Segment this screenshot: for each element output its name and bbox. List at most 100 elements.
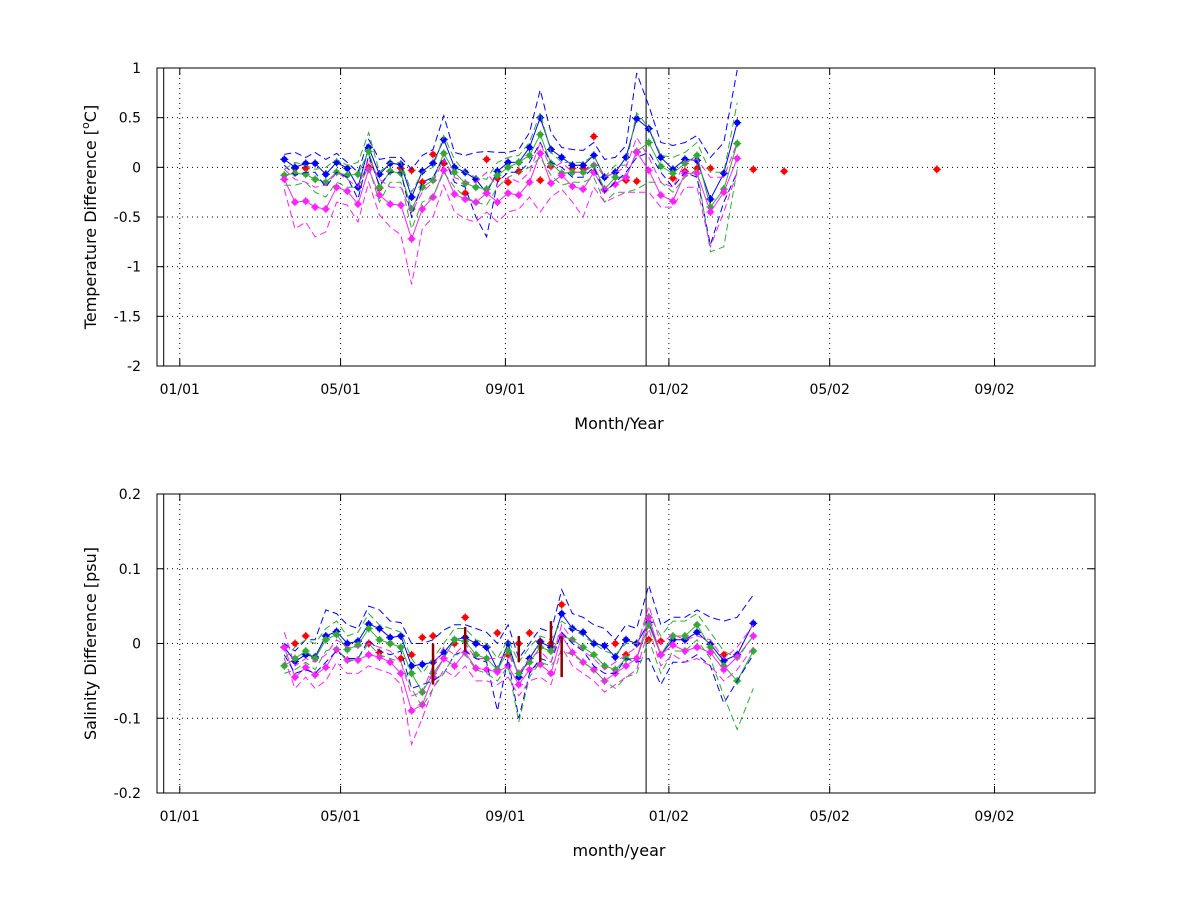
- sal-magenta-mean-point-cross: [632, 654, 641, 663]
- temp-magenta-upper-line: [283, 136, 738, 214]
- sal-blue-mean-point-cross: [693, 628, 702, 637]
- temp-green-mean-point-cross: [656, 162, 665, 171]
- sal-red-markers-point-cross: [525, 629, 534, 638]
- sal-y-tick-label: -0.1: [114, 711, 141, 727]
- temp-magenta-mean-point-cross: [471, 198, 480, 207]
- temp-magenta-mean-point-cross: [386, 200, 395, 209]
- temp-green-mean-point-cross: [386, 167, 395, 176]
- sal-blue-mean-point-cross: [600, 641, 609, 650]
- temp-y-tick-label: -1.5: [114, 309, 141, 325]
- temp-green-mean-point-cross: [471, 183, 480, 192]
- sal-magenta-mean-point-cross: [656, 650, 665, 659]
- sal-magenta-mean-point-cross: [311, 670, 320, 679]
- sal-red-markers-point-cross: [301, 632, 310, 641]
- temp-x-tick-label: 09/02: [974, 382, 1014, 398]
- sal-red-markers-point-cross: [418, 633, 427, 642]
- temp-green-mean-point-cross: [461, 179, 470, 188]
- temp-magenta-mean-point-cross: [622, 173, 630, 182]
- temp-magenta-mean-point-cross: [668, 197, 677, 206]
- temp-magenta-mean-point-cross: [301, 197, 310, 206]
- sal-magenta-mean-point-cross: [364, 650, 373, 659]
- temp-magenta-mean-point-cross: [418, 205, 427, 214]
- temp-red-markers-point-cross: [632, 177, 641, 186]
- temp-magenta-mean-point-cross: [579, 185, 588, 194]
- temp-magenta-mean-point-cross: [343, 187, 352, 196]
- sal-blue-mean-point-cross: [622, 635, 630, 644]
- temp-x-tick-label: 09/01: [485, 382, 525, 398]
- temp-magenta-mean-point-cross: [568, 182, 577, 191]
- temp-red-markers-point-cross: [749, 165, 758, 174]
- temp-magenta-mean-point-cross: [656, 191, 665, 200]
- temp-green-mean-point-cross: [644, 138, 653, 147]
- sal-red-markers-point-cross: [611, 639, 620, 648]
- sal-magenta-mean-point-cross: [493, 667, 502, 676]
- sal-magenta-mean-point-cross: [589, 665, 598, 674]
- sal-magenta-mean-point-cross: [568, 648, 577, 657]
- temp-blue-mean-point-cross: [656, 153, 665, 162]
- sal-red-markers-point-cross: [493, 629, 502, 638]
- temp-blue-mean-line: [284, 116, 738, 201]
- sal-magenta-mean-point-cross: [668, 640, 677, 649]
- temp-green-mean-point-cross: [611, 173, 620, 182]
- sal-red-markers-point-cross: [557, 600, 566, 609]
- sal-y-tick-label: -0.2: [114, 786, 141, 802]
- sal-magenta-mean-point-cross: [482, 665, 491, 674]
- temp-blue-mean-point-cross: [589, 151, 598, 160]
- temp-green-lower-line: [284, 156, 738, 253]
- temp-green-mean-point-cross: [493, 171, 502, 180]
- temp-x-tick-label: 05/01: [320, 382, 360, 398]
- sal-red-markers-point-cross: [291, 639, 300, 648]
- sal-y-tick-label: 0.1: [119, 562, 141, 578]
- sal-green-mean-point-cross: [546, 646, 555, 655]
- sal-green-mean-point-cross: [364, 624, 373, 633]
- sal-magenta-mean-point-cross: [418, 700, 427, 709]
- sal-magenta-upper-line: [283, 604, 754, 697]
- sal-magenta-mean-point-cross: [579, 658, 588, 667]
- temp-green-mean-point-cross: [668, 169, 677, 178]
- temp-magenta-mean-point-cross: [693, 169, 702, 178]
- temp-green-mean-point-cross: [364, 147, 373, 156]
- sal-magenta-mean-point-cross: [504, 661, 513, 670]
- sal-green-mean-point-cross: [280, 661, 289, 670]
- temp-magenta-mean-point-cross: [482, 189, 491, 198]
- temp-magenta-mean-point-cross: [680, 169, 689, 178]
- sal-magenta-mean-point-cross: [525, 665, 534, 674]
- sal-magenta-mean-point-cross: [354, 655, 362, 664]
- sal-green-mean-point-cross: [407, 669, 416, 678]
- sal-green-mean-point-cross: [579, 643, 588, 652]
- sal-magenta-mean-point-cross: [450, 661, 459, 670]
- sal-magenta-mean-point-cross: [693, 643, 702, 652]
- temp-magenta-mean-point-cross: [375, 191, 384, 200]
- sal-blue-mean-point-cross: [579, 628, 588, 637]
- sal-green-mean-point-cross: [504, 646, 513, 655]
- temp-green-mean-point-cross: [504, 163, 513, 172]
- temp-magenta-mean-point-cross: [644, 166, 653, 175]
- temp-green-mean-point-cross: [450, 168, 459, 177]
- temp-magenta-mean-point-cross: [493, 198, 502, 207]
- temp-y-tick-label: -2: [127, 359, 141, 375]
- sal-green-upper-line: [283, 612, 754, 675]
- temp-blue-mean-point-cross: [706, 195, 715, 204]
- sal-blue-upper-line: [284, 583, 754, 660]
- temp-blue-mean-point-cross: [568, 161, 577, 170]
- sal-magenta-mean-point-cross: [719, 665, 728, 674]
- temp-red-markers-point-cross: [429, 150, 438, 159]
- temp-red-markers-point-cross: [932, 165, 941, 174]
- temp-magenta-mean-point-cross: [280, 175, 289, 184]
- temp-magenta-mean-point-cross: [719, 188, 728, 197]
- salinity-chart: 01/01 05/01 09/01 01/02 05/02 09/02 0.2 0.1 0 -0.…: [81, 487, 1096, 860]
- temp-green-mean-point-cross: [301, 170, 310, 179]
- sal-x-tick-label: 09/01: [485, 809, 525, 825]
- temp-blue-mean-point-cross: [311, 159, 320, 168]
- sal-green-mean-point-cross: [514, 669, 523, 678]
- sal-green-mean-point-cross: [332, 630, 341, 639]
- sal-magenta-mean-point-cross: [343, 655, 352, 664]
- sal-blue-mean-point-cross: [557, 609, 566, 618]
- sal-magenta-mean-point-cross: [386, 658, 395, 667]
- temp-magenta-mean-point-cross: [514, 191, 523, 200]
- temp-y-tick-label: 0.5: [119, 111, 141, 127]
- temp-red-markers-point-cross: [780, 167, 789, 176]
- temp-blue-mean-point-cross: [525, 143, 534, 152]
- temp-y-tick-label: -1: [127, 260, 141, 276]
